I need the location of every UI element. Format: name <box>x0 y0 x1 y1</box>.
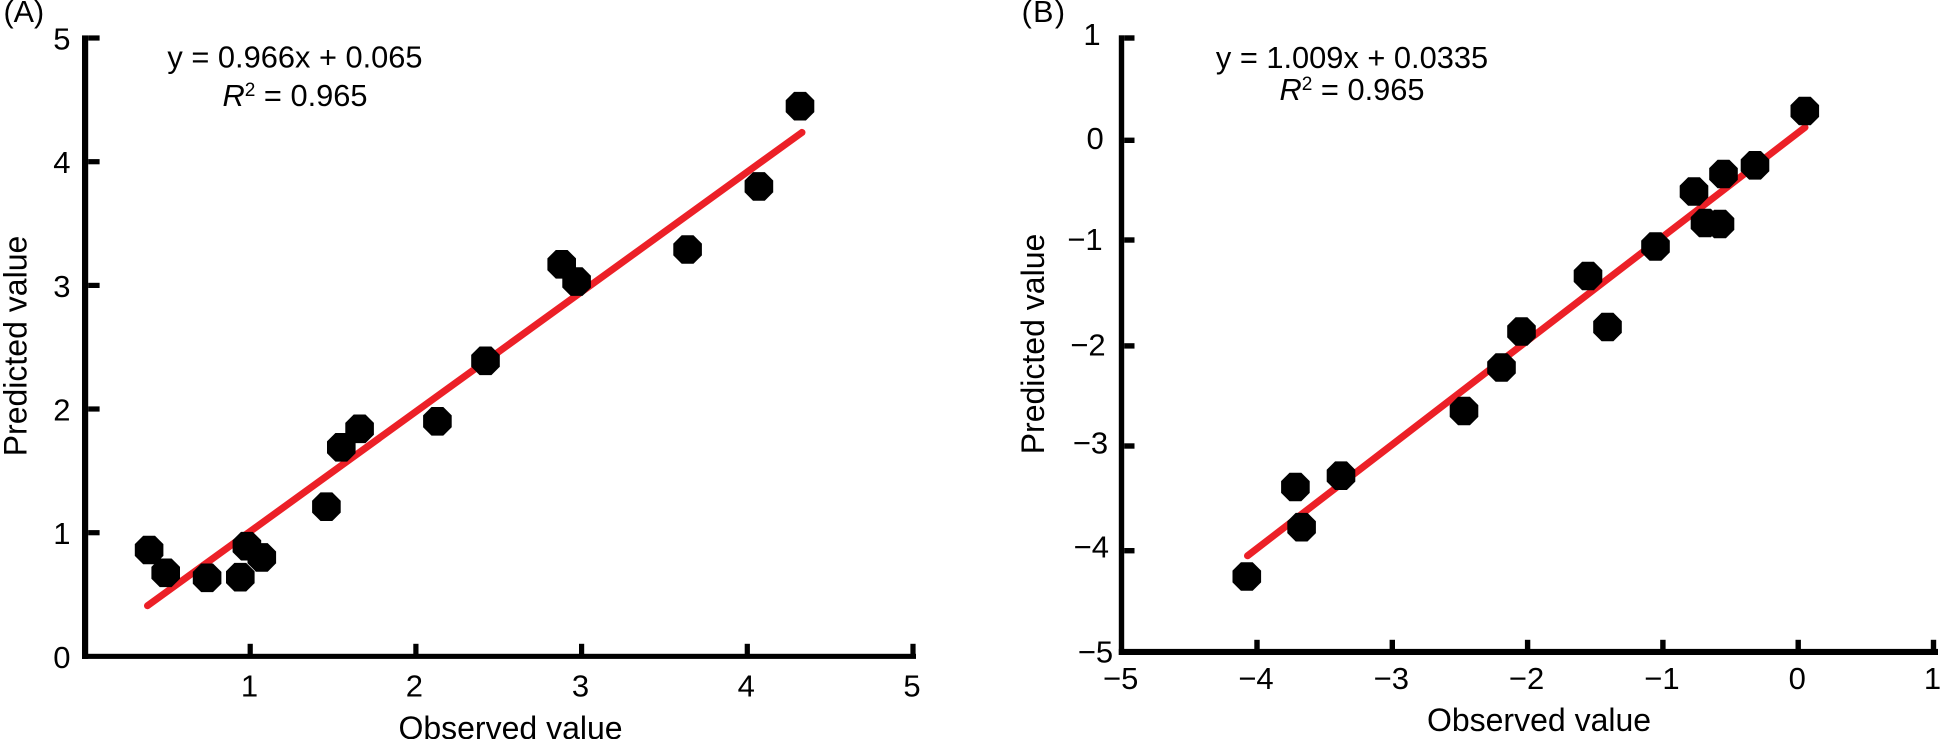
svg-text:y = 1.009x + 0.0335: y = 1.009x + 0.0335 <box>1216 40 1488 75</box>
svg-text:R2 = 0.965: R2 = 0.965 <box>222 78 367 113</box>
svg-text:Predicted value: Predicted value <box>1015 234 1051 455</box>
svg-text:0: 0 <box>1789 661 1806 696</box>
svg-text:Predicted value: Predicted value <box>0 236 34 457</box>
svg-text:4: 4 <box>53 145 70 180</box>
svg-text:(B): (B) <box>1022 0 1067 29</box>
svg-text:Observed value: Observed value <box>1427 702 1651 738</box>
svg-text:0: 0 <box>1086 121 1103 156</box>
svg-text:−5: −5 <box>1103 661 1138 696</box>
svg-text:R2 = 0.965: R2 = 0.965 <box>1279 72 1424 107</box>
svg-text:−1: −1 <box>1067 222 1102 257</box>
svg-text:2: 2 <box>406 669 423 704</box>
svg-text:1: 1 <box>1924 661 1941 696</box>
svg-text:5: 5 <box>53 22 70 57</box>
svg-text:Observed value: Observed value <box>398 710 622 739</box>
svg-text:4: 4 <box>738 669 755 704</box>
svg-text:(A): (A) <box>4 0 45 29</box>
svg-text:−3: −3 <box>1073 426 1108 461</box>
svg-text:−4: −4 <box>1238 661 1273 696</box>
svg-text:y = 0.966x + 0.065: y = 0.966x + 0.065 <box>167 39 422 74</box>
svg-text:1: 1 <box>53 516 70 551</box>
svg-text:1: 1 <box>241 669 258 704</box>
svg-text:−1: −1 <box>1644 661 1679 696</box>
svg-text:−2: −2 <box>1070 327 1105 362</box>
svg-text:3: 3 <box>572 669 589 704</box>
svg-text:−2: −2 <box>1509 661 1544 696</box>
svg-text:1: 1 <box>1083 17 1100 52</box>
svg-text:−3: −3 <box>1374 661 1409 696</box>
svg-text:−4: −4 <box>1074 529 1109 564</box>
svg-text:−5: −5 <box>1078 635 1113 670</box>
svg-text:3: 3 <box>53 269 70 304</box>
svg-text:0: 0 <box>53 640 70 675</box>
svg-text:5: 5 <box>903 669 920 704</box>
svg-text:2: 2 <box>53 393 70 428</box>
